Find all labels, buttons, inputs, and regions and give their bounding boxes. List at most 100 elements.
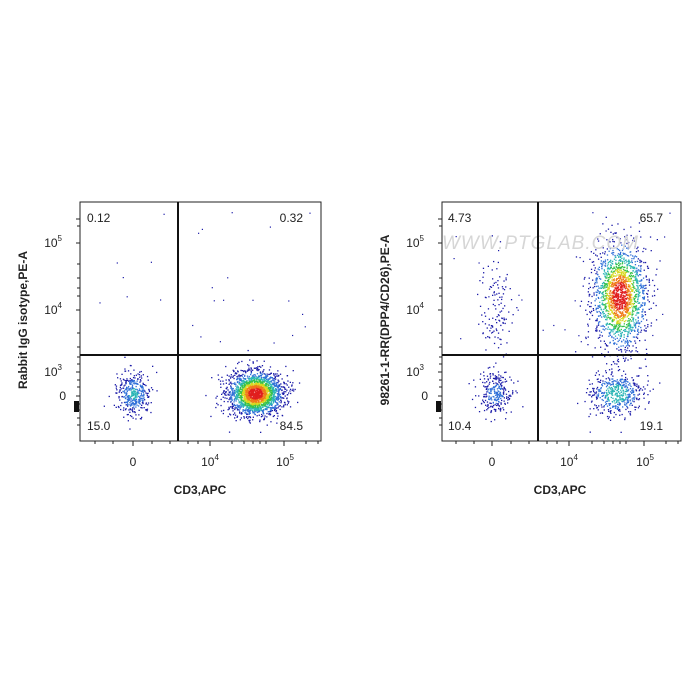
event-dot (277, 398, 279, 400)
event-dot (624, 295, 627, 297)
event-dot (638, 399, 640, 401)
event-dot (220, 398, 222, 401)
event-dot (128, 396, 130, 398)
event-dot (653, 290, 655, 292)
event-dot (126, 378, 128, 380)
event-dot (622, 282, 624, 284)
event-dot (262, 371, 264, 373)
event-dot (230, 376, 232, 378)
event-dot (619, 259, 621, 261)
event-dot (509, 288, 511, 290)
event-dot (251, 402, 253, 405)
event-dot (266, 402, 268, 404)
event-dot (620, 348, 622, 351)
event-dot (215, 406, 217, 409)
event-dot (620, 328, 622, 331)
event-dot (627, 343, 629, 346)
event-dot (254, 411, 256, 413)
event-dot (619, 238, 621, 240)
event-dot (629, 296, 631, 298)
event-dot (255, 401, 257, 404)
event-dot (249, 378, 251, 380)
event-dot (624, 346, 626, 349)
event-dot (605, 294, 607, 297)
event-dot (617, 296, 619, 298)
event-dot (235, 385, 237, 387)
event-dot (603, 406, 605, 408)
event-dot (485, 386, 487, 388)
event-dot (637, 302, 639, 304)
event-dot (132, 398, 135, 400)
event-dot (245, 386, 247, 388)
event-dot (255, 377, 257, 379)
event-dot (129, 387, 132, 389)
event-dot (246, 370, 248, 372)
event-dot (637, 246, 639, 248)
event-dot (650, 250, 652, 252)
event-dot (250, 405, 252, 407)
event-dot (249, 396, 251, 398)
event-dot (264, 404, 266, 406)
event-dot (482, 381, 484, 384)
event-dot (618, 383, 620, 386)
event-dot (127, 397, 129, 399)
event-dot (607, 313, 609, 315)
event-dot (638, 265, 640, 267)
event-dot (277, 399, 280, 401)
event-dot (500, 407, 502, 410)
event-dot (272, 389, 275, 391)
event-dot (495, 400, 498, 402)
event-dot (247, 417, 249, 420)
event-dot (488, 383, 490, 385)
event-dot (601, 266, 603, 268)
event-dot (590, 251, 592, 253)
event-dot (622, 318, 624, 320)
event-dot (600, 297, 602, 299)
event-dot (637, 307, 639, 309)
event-dot (615, 269, 617, 272)
event-dot (132, 407, 134, 409)
event-dot (135, 406, 137, 408)
event-dot (624, 274, 626, 276)
event-dot (620, 303, 622, 305)
event-dot (500, 388, 502, 390)
event-dot (128, 395, 130, 397)
event-dot (131, 383, 133, 385)
event-dot (635, 321, 637, 323)
event-dot (622, 312, 624, 314)
event-dot (610, 231, 612, 233)
event-dot (273, 401, 275, 403)
event-dot (608, 287, 610, 289)
event-dot (608, 267, 610, 269)
event-dot (596, 294, 598, 296)
event-dot (637, 320, 639, 322)
event-dot (238, 406, 240, 408)
event-dot (267, 406, 270, 409)
event-dot (618, 408, 620, 410)
event-dot (486, 395, 488, 397)
event-dot (613, 326, 616, 328)
event-dot (255, 378, 258, 380)
event-dot (252, 403, 254, 405)
event-dot (598, 310, 600, 313)
event-dot (629, 400, 631, 402)
event-dot (271, 406, 274, 408)
event-dot (128, 398, 131, 400)
event-dot (229, 413, 231, 415)
event-dot (245, 370, 247, 373)
event-dot (632, 313, 634, 315)
event-dot (643, 329, 645, 331)
event-dot (632, 283, 634, 285)
event-dot (269, 377, 271, 379)
event-dot (604, 305, 606, 307)
event-dot (637, 317, 639, 319)
event-dot (615, 406, 617, 408)
event-dot (254, 388, 256, 391)
event-dot (621, 272, 623, 275)
event-dot (246, 384, 249, 386)
event-dot (621, 282, 623, 284)
event-dot (623, 381, 625, 383)
event-dot (280, 386, 282, 388)
event-dot (598, 266, 600, 268)
event-dot (613, 245, 615, 247)
